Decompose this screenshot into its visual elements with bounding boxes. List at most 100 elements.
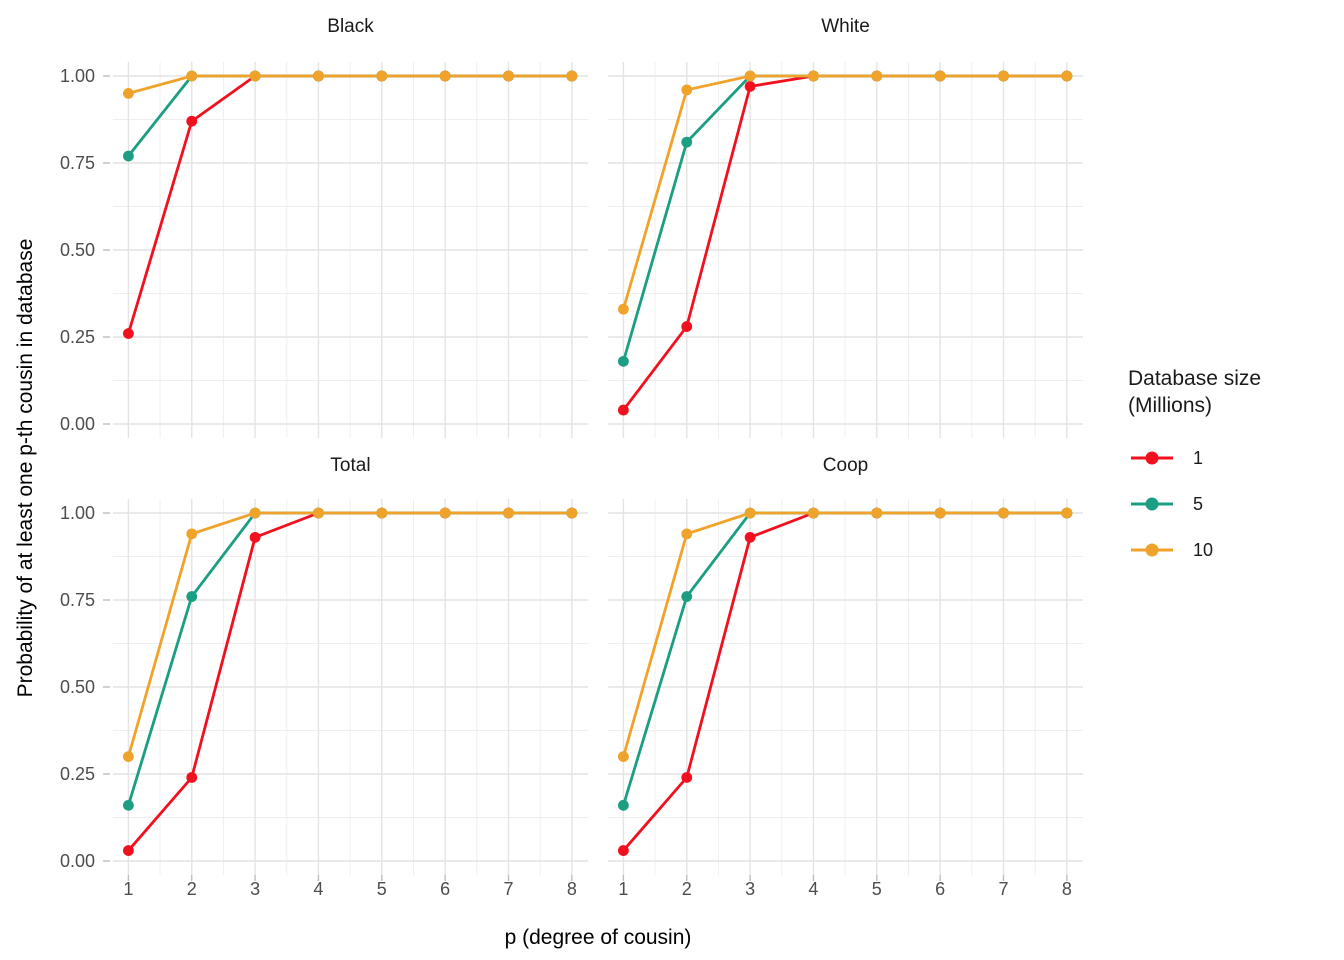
x-tick-label: 7 bbox=[503, 879, 514, 899]
data-point bbox=[123, 799, 134, 811]
series-line-10m bbox=[622, 511, 1067, 757]
legend-entry-label: 5 bbox=[1193, 494, 1204, 514]
x-tick-label: 5 bbox=[871, 879, 882, 899]
data-point bbox=[1061, 70, 1073, 82]
data-point bbox=[618, 845, 629, 856]
legend: Database size (Millions) bbox=[1128, 365, 1338, 419]
data-point bbox=[934, 507, 946, 519]
x-tick-label: 7 bbox=[998, 879, 1009, 899]
series-line-10m bbox=[127, 511, 572, 757]
data-point bbox=[439, 507, 451, 519]
data-point bbox=[618, 303, 629, 315]
y-tick-label: 0.75 bbox=[59, 590, 95, 610]
legend-title-line2: (Millions) bbox=[1128, 394, 1212, 417]
data-point bbox=[1061, 507, 1073, 519]
data-point bbox=[123, 845, 134, 856]
panel-black bbox=[103, 62, 588, 438]
x-tick-label: 2 bbox=[681, 879, 692, 899]
y-axis-title: Probability of at least one p-th cousin … bbox=[14, 238, 37, 698]
legend-title-line1: Database size bbox=[1128, 367, 1262, 390]
data-point bbox=[618, 751, 629, 762]
data-point bbox=[503, 70, 514, 82]
y-tick-label: 0.25 bbox=[59, 764, 95, 784]
x-tick-label: 8 bbox=[1061, 879, 1072, 899]
y-tick-label: 0.75 bbox=[59, 153, 95, 173]
data-point bbox=[123, 751, 134, 762]
data-point bbox=[313, 70, 324, 82]
data-point bbox=[681, 136, 693, 148]
legend-entry-label: 10 bbox=[1193, 540, 1214, 560]
data-point bbox=[186, 70, 198, 82]
legend-key-icon bbox=[1131, 451, 1173, 465]
data-point bbox=[744, 81, 756, 92]
data-point bbox=[249, 70, 261, 82]
data-point bbox=[249, 507, 261, 519]
data-point bbox=[934, 70, 946, 82]
data-point bbox=[123, 88, 134, 99]
y-tick-label: 0.00 bbox=[59, 851, 95, 871]
x-tick-label: 5 bbox=[376, 879, 387, 899]
data-point bbox=[439, 70, 451, 82]
data-point bbox=[123, 150, 134, 162]
x-tick-label: 3 bbox=[250, 879, 261, 899]
data-point bbox=[681, 84, 693, 96]
legend-key-icon bbox=[1131, 497, 1173, 511]
panel-white bbox=[608, 62, 1083, 438]
x-tick-label: 1 bbox=[618, 879, 629, 899]
data-point bbox=[186, 115, 198, 127]
x-tick-label: 3 bbox=[745, 879, 756, 899]
y-tick-label: 1.00 bbox=[59, 503, 95, 523]
data-point bbox=[808, 507, 819, 519]
legend-entry-1: 1 bbox=[1131, 447, 1203, 469]
x-tick-label: 4 bbox=[808, 879, 819, 899]
y-tick-label: 1.00 bbox=[59, 66, 95, 86]
data-point bbox=[744, 70, 756, 82]
x-axis-title: p (degree of cousin) bbox=[504, 926, 692, 949]
data-point bbox=[998, 70, 1009, 82]
data-point bbox=[566, 70, 578, 82]
facet-title-black: Black bbox=[327, 16, 374, 37]
data-point bbox=[808, 70, 819, 82]
data-point bbox=[503, 507, 514, 519]
data-point bbox=[744, 507, 756, 519]
x-tick-label: 1 bbox=[123, 879, 134, 899]
data-point bbox=[313, 507, 324, 519]
x-tick-label: 4 bbox=[313, 879, 324, 899]
legend-entry-5: 5 bbox=[1131, 493, 1203, 515]
data-point bbox=[871, 70, 883, 82]
y-tick-label: 0.50 bbox=[59, 240, 95, 260]
data-point bbox=[618, 799, 629, 811]
data-point bbox=[186, 591, 198, 602]
data-point bbox=[618, 404, 629, 416]
facet-title-white: White bbox=[821, 16, 870, 37]
data-point bbox=[249, 531, 261, 543]
legend-title: Database size (Millions) bbox=[1128, 365, 1338, 419]
series-line-10m bbox=[622, 74, 1067, 310]
data-point bbox=[681, 528, 693, 540]
y-tick-label: 0.50 bbox=[59, 677, 95, 697]
x-tick-label: 6 bbox=[440, 879, 451, 899]
data-point bbox=[681, 321, 693, 332]
legend-entry-label: 1 bbox=[1193, 448, 1204, 468]
data-point bbox=[681, 772, 693, 783]
data-point bbox=[376, 507, 388, 519]
x-tick-label: 2 bbox=[186, 879, 197, 899]
facet-title-coop: Coop bbox=[822, 455, 869, 476]
data-point bbox=[871, 507, 883, 519]
legend-key-icon bbox=[1131, 543, 1173, 557]
data-point bbox=[376, 70, 388, 82]
data-point bbox=[998, 507, 1009, 519]
y-tick-label: 0.25 bbox=[59, 327, 95, 347]
data-point bbox=[186, 772, 198, 783]
facet-title-total: Total bbox=[330, 455, 371, 476]
data-point bbox=[681, 591, 693, 602]
panel-coop bbox=[608, 499, 1083, 881]
data-point bbox=[123, 328, 134, 339]
x-tick-label: 6 bbox=[935, 879, 946, 899]
series-line-10m bbox=[128, 74, 572, 95]
x-tick-label: 8 bbox=[566, 879, 577, 899]
data-point bbox=[744, 531, 756, 543]
data-point bbox=[566, 507, 578, 519]
legend-entry-10: 10 bbox=[1131, 539, 1213, 561]
